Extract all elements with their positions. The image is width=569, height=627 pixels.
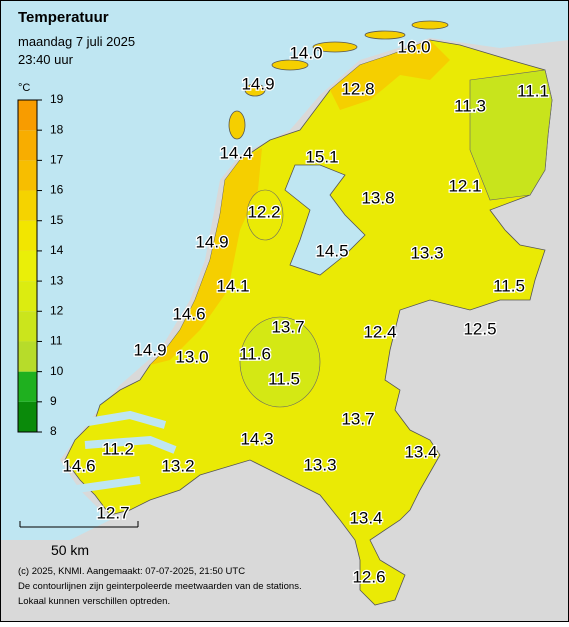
contour xyxy=(246,189,284,241)
legend-tick-label: 13 xyxy=(50,273,64,287)
title: Temperatuur xyxy=(18,9,109,26)
station-value: 14.3 xyxy=(240,429,273,448)
station-value: 14.9 xyxy=(195,232,228,251)
legend-tick-label: 11 xyxy=(50,334,63,348)
legend-tick-label: 10 xyxy=(50,364,64,378)
station-value: 13.4 xyxy=(349,508,382,527)
legend-color xyxy=(18,130,37,161)
footer-line: De contourlijnen zijn geinterpoleerde me… xyxy=(18,581,302,592)
legend-color xyxy=(18,401,37,432)
date: maandag 7 juli 2025 xyxy=(18,34,135,49)
station-value: 13.8 xyxy=(361,188,394,207)
legend-tick-label: 16 xyxy=(50,183,64,197)
station-value: 12.2 xyxy=(247,202,280,221)
station-value: 12.4 xyxy=(363,322,396,341)
station-value: 11.1 xyxy=(517,81,549,100)
station-value: 14.9 xyxy=(133,340,166,359)
zeeland-water xyxy=(69,410,177,494)
legend-tick-label: 17 xyxy=(50,153,64,167)
wadden-islands xyxy=(228,20,449,140)
station-value: 13.7 xyxy=(341,409,374,428)
station-value: 12.1 xyxy=(448,176,481,195)
station-value: 14.6 xyxy=(172,304,205,323)
cool-east xyxy=(469,69,553,201)
cool-center xyxy=(239,316,321,408)
station-value: 11.2 xyxy=(102,439,134,458)
station-value: 12.8 xyxy=(341,79,374,98)
legend-color xyxy=(18,160,37,191)
station-value: 16.0 xyxy=(397,37,430,56)
legend-tick-label: 14 xyxy=(50,243,64,257)
legend-tick-label: 15 xyxy=(50,213,64,227)
legend-color xyxy=(18,100,37,131)
footer-line: Lokaal kunnen verschillen optreden. xyxy=(18,596,170,607)
legend-frame xyxy=(17,99,38,433)
station-value: 14.1 xyxy=(216,276,249,295)
station-value: 14.0 xyxy=(289,43,322,62)
legend-color xyxy=(18,371,37,402)
station-value: 14.4 xyxy=(219,143,252,162)
time: 23:40 uur xyxy=(18,52,74,67)
legend-tick-label: 9 xyxy=(50,394,57,408)
scale-label: 50 km xyxy=(51,542,89,558)
station-value: 11.3 xyxy=(454,96,486,115)
station-value: 11.5 xyxy=(493,276,525,295)
legend-color xyxy=(18,341,37,372)
station-value: 13.3 xyxy=(303,455,336,474)
legend-tick-label: 19 xyxy=(50,92,64,106)
station-value: 11.6 xyxy=(239,344,271,363)
ijsselmeer xyxy=(284,164,366,276)
station-value: 14.5 xyxy=(315,241,348,260)
legend-color xyxy=(18,281,37,312)
legend-color xyxy=(18,220,37,251)
station-value: 14.9 xyxy=(241,74,274,93)
warm-north xyxy=(330,40,450,110)
station-value: 12.7 xyxy=(96,503,129,522)
station-value: 13.2 xyxy=(161,456,194,475)
station-value: 15.1 xyxy=(305,147,338,166)
legend-unit: °C xyxy=(18,82,30,94)
legend-tick-label: 8 xyxy=(50,424,57,438)
station-value: 12.5 xyxy=(463,319,496,338)
station-value: 11.5 xyxy=(268,369,300,388)
station-value: 12.6 xyxy=(352,567,385,586)
legend-color xyxy=(18,190,37,221)
legend-color xyxy=(18,311,37,342)
station-value: 13.7 xyxy=(271,317,304,336)
legend-tick-label: 18 xyxy=(50,122,64,136)
station-value: 13.0 xyxy=(175,347,208,366)
station-value: 13.4 xyxy=(404,442,437,461)
legend-color xyxy=(18,250,37,282)
legend-tick-label: 12 xyxy=(50,303,64,317)
station-value: 14.6 xyxy=(62,456,95,475)
station-value: 13.3 xyxy=(410,243,443,262)
sea xyxy=(0,0,569,540)
warm-coast xyxy=(150,148,262,365)
footer-line: (c) 2025, KNMI. Aangemaakt: 07-07-2025, … xyxy=(18,566,245,577)
